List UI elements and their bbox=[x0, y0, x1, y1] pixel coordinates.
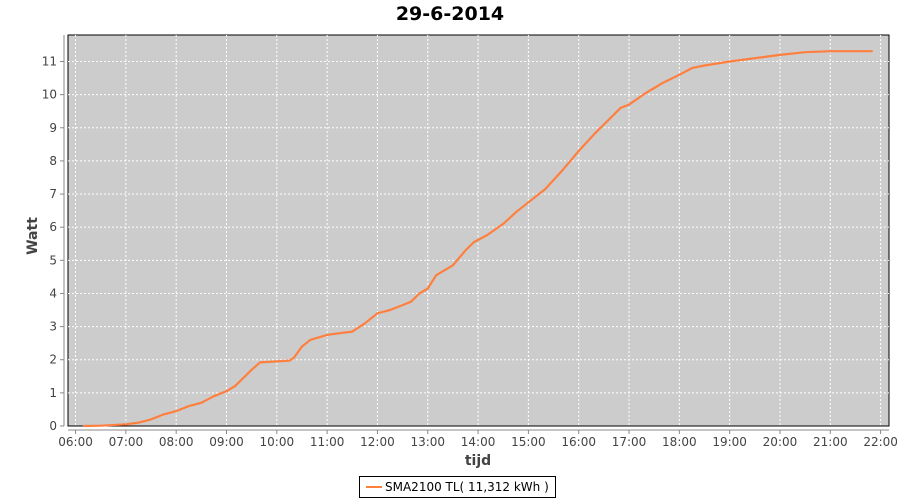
data-point bbox=[515, 211, 517, 214]
y-axis-label: Watt bbox=[25, 217, 41, 255]
y-tick-label: 0 bbox=[49, 419, 57, 433]
data-point bbox=[125, 423, 127, 426]
y-tick-label: 9 bbox=[49, 121, 57, 135]
data-point bbox=[326, 334, 328, 336]
x-tick-label: 14:00 bbox=[461, 435, 496, 449]
x-tick-label: 20:00 bbox=[763, 435, 798, 449]
y-tick-label: 3 bbox=[49, 320, 57, 334]
data-point bbox=[301, 345, 303, 348]
data-point bbox=[452, 264, 454, 267]
x-tick-label: 19:00 bbox=[712, 435, 747, 449]
data-point bbox=[485, 234, 488, 237]
data-point bbox=[234, 385, 236, 388]
data-point bbox=[175, 410, 177, 412]
x-tick-label: 09:00 bbox=[209, 435, 244, 449]
data-point bbox=[443, 269, 446, 272]
data-point bbox=[829, 50, 832, 53]
y-tick-label: 6 bbox=[49, 220, 57, 234]
data-point bbox=[561, 170, 563, 172]
x-tick-label: 17:00 bbox=[612, 435, 647, 449]
series-layer bbox=[83, 50, 874, 428]
data-point bbox=[99, 424, 102, 427]
chart-title: 29-6-2014 bbox=[395, 3, 505, 25]
data-point bbox=[410, 300, 412, 303]
data-point bbox=[628, 103, 630, 106]
data-point bbox=[435, 274, 437, 277]
data-point bbox=[83, 425, 85, 427]
data-point bbox=[703, 64, 706, 67]
x-tick-label: 11:00 bbox=[310, 435, 345, 449]
data-point bbox=[464, 249, 467, 252]
x-tick-label: 08:00 bbox=[159, 435, 194, 449]
y-axis: 0 1 2 3 4 5 6 7 8 9 10 11 bbox=[42, 35, 65, 433]
x-tick-label: 13:00 bbox=[410, 435, 445, 449]
data-point bbox=[338, 332, 341, 335]
data-point bbox=[292, 357, 295, 359]
data-point bbox=[150, 418, 152, 421]
data-point bbox=[276, 360, 278, 363]
x-tick-label: 07:00 bbox=[109, 435, 144, 449]
legend: SMA2100 TL( 11,312 kWh ) bbox=[359, 476, 556, 498]
data-point bbox=[376, 312, 379, 315]
data-point bbox=[259, 361, 261, 364]
legend-swatch bbox=[366, 486, 382, 488]
x-axis-label: tijd bbox=[465, 453, 491, 469]
y-tick-label: 10 bbox=[42, 88, 57, 102]
data-point bbox=[288, 359, 291, 362]
data-point bbox=[225, 390, 228, 393]
data-point bbox=[418, 292, 421, 295]
x-tick-label: 06:00 bbox=[58, 435, 93, 449]
data-point bbox=[728, 60, 731, 63]
y-tick-label: 1 bbox=[49, 386, 57, 400]
data-point bbox=[137, 421, 140, 424]
data-point bbox=[527, 201, 530, 204]
data-point bbox=[250, 368, 253, 371]
data-point bbox=[162, 413, 165, 416]
legend-label: SMA2100 TL( 11,312 kWh ) bbox=[385, 480, 549, 494]
data-point bbox=[754, 57, 756, 59]
data-point bbox=[619, 107, 622, 109]
x-tick-label: 21:00 bbox=[813, 435, 848, 449]
data-point bbox=[577, 150, 580, 152]
x-axis: 06:00 07:00 08:00 09:00 10:00 11:00 12:00 13:00… bbox=[58, 429, 898, 449]
y-tick-label: 8 bbox=[49, 154, 57, 168]
data-point bbox=[678, 73, 681, 76]
grid bbox=[68, 35, 889, 426]
data-point bbox=[473, 241, 475, 243]
x-tick-label: 18:00 bbox=[662, 435, 697, 449]
data-point bbox=[661, 82, 664, 84]
x-tick-label: 15:00 bbox=[511, 435, 546, 449]
data-point bbox=[401, 304, 404, 306]
data-point bbox=[594, 131, 597, 134]
data-point bbox=[364, 322, 366, 325]
data-point bbox=[779, 54, 781, 56]
y-tick-label: 4 bbox=[49, 286, 57, 300]
data-point bbox=[242, 377, 245, 379]
data-point bbox=[804, 51, 806, 54]
data-point bbox=[611, 115, 614, 117]
y-tick-label: 11 bbox=[42, 55, 57, 69]
x-tick-label: 16:00 bbox=[561, 435, 596, 449]
y-tick-label: 5 bbox=[49, 253, 57, 267]
y-tick-label: 7 bbox=[49, 187, 57, 201]
data-point bbox=[309, 339, 312, 341]
data-point bbox=[426, 287, 429, 290]
data-point bbox=[351, 330, 354, 333]
data-point bbox=[200, 402, 203, 404]
x-tick-label: 10:00 bbox=[260, 435, 295, 449]
y-tick-label: 2 bbox=[49, 353, 57, 367]
data-point bbox=[213, 395, 215, 397]
data-point bbox=[502, 223, 505, 225]
data-point bbox=[691, 67, 693, 69]
x-tick-label: 22:00 bbox=[863, 435, 898, 449]
data-point bbox=[544, 188, 546, 190]
data-point bbox=[187, 405, 190, 407]
data-point bbox=[871, 50, 874, 53]
data-point bbox=[389, 309, 391, 311]
data-point bbox=[645, 92, 647, 94]
x-tick-label: 12:00 bbox=[360, 435, 395, 449]
